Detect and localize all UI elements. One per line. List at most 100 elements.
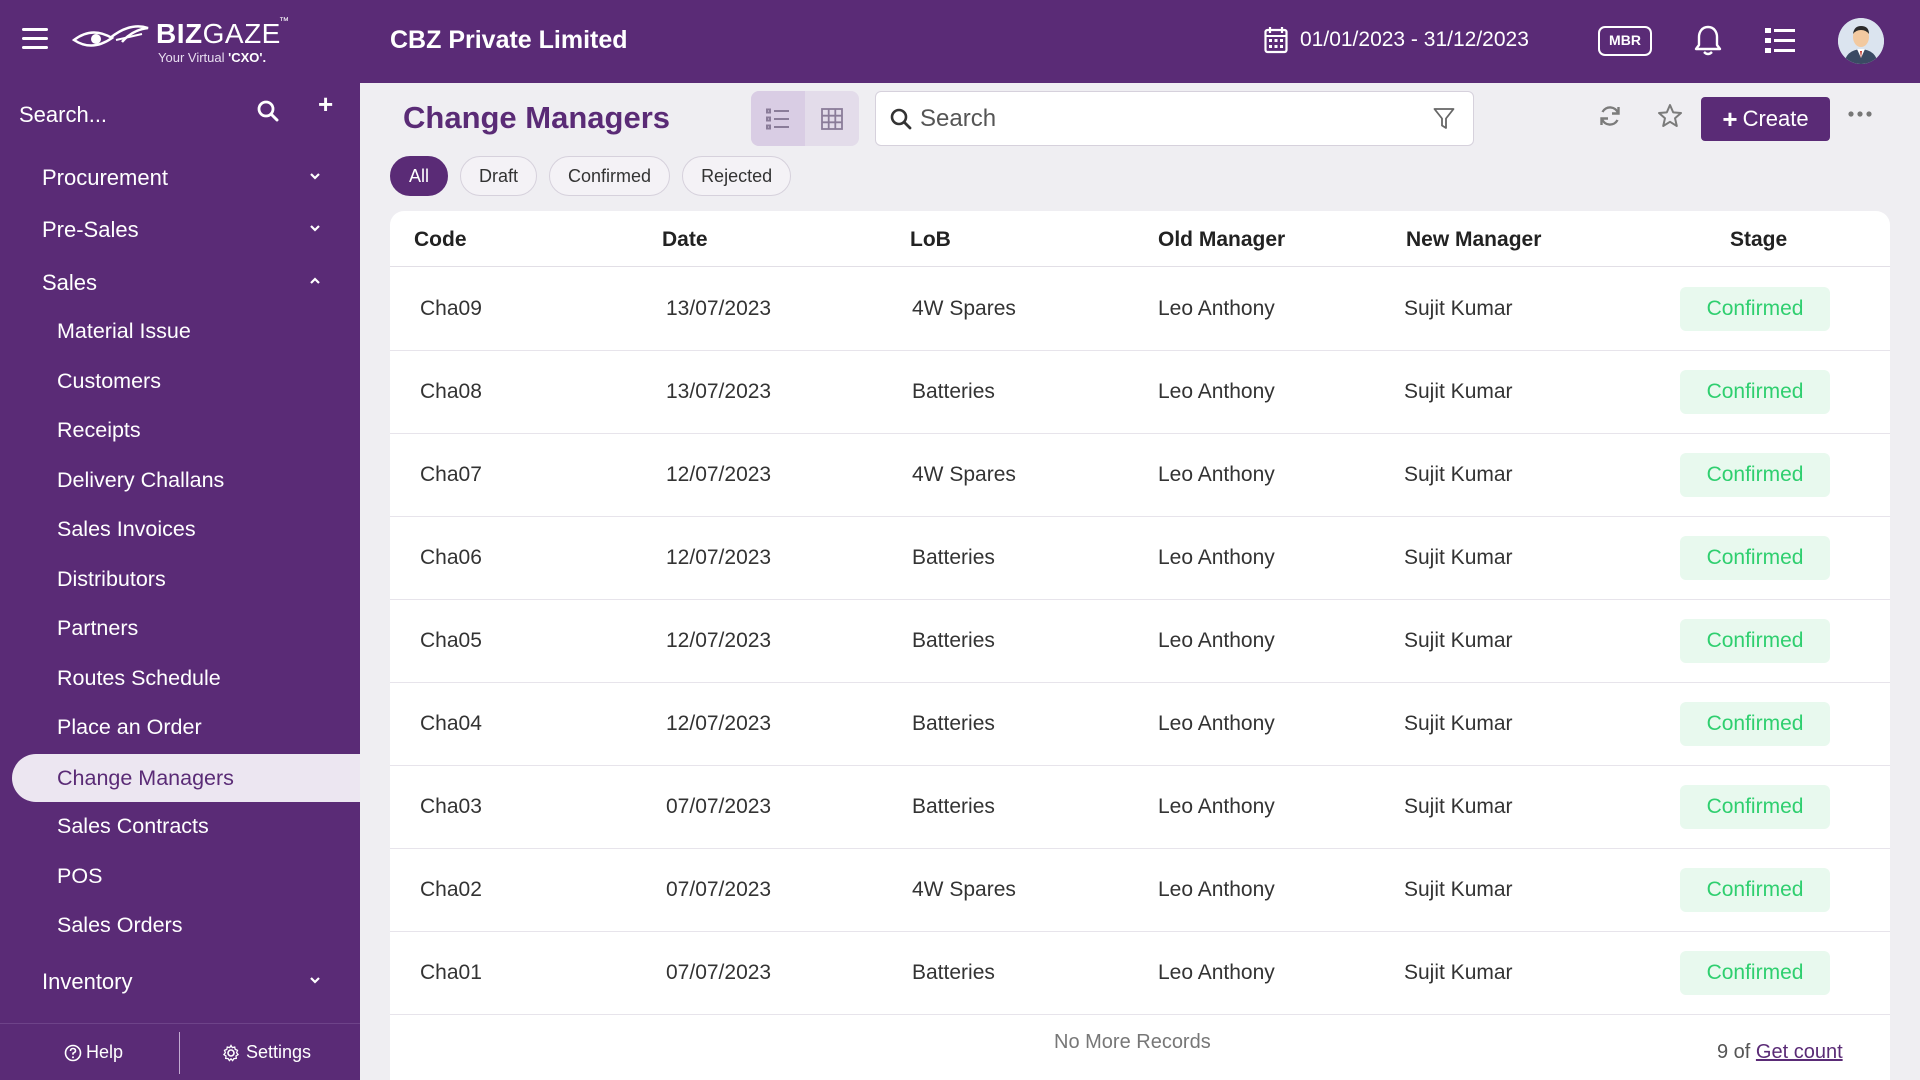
sidebar-item-routes-schedule[interactable]: Routes Schedule [57, 666, 221, 690]
sidebar-item-sales-invoices[interactable]: Sales Invoices [57, 517, 196, 541]
status-badge: Confirmed [1680, 287, 1830, 331]
table-row[interactable]: Cha09 13/07/2023 4W Spares Leo Anthony S… [390, 268, 1890, 351]
column-header-stage[interactable]: Stage [1730, 228, 1788, 251]
filter-chip-draft[interactable]: Draft [460, 156, 538, 196]
sidebar-group-sales[interactable]: Sales [42, 270, 342, 296]
search-box [875, 91, 1474, 146]
filter-chip-rejected[interactable]: Rejected [682, 156, 792, 196]
list-icon[interactable] [1765, 27, 1795, 55]
sidebar-item-material-issue[interactable]: Material Issue [57, 319, 191, 343]
question-icon [64, 1044, 82, 1061]
cell-lob: 4W Spares [912, 463, 1016, 486]
star-icon[interactable] [1657, 103, 1683, 129]
status-badge: Confirmed [1680, 868, 1830, 912]
cell-date: 13/07/2023 [666, 297, 772, 320]
bell-icon[interactable] [1694, 24, 1722, 56]
table-header: Code Date LoB Old Manager New Manager St… [390, 211, 1890, 267]
sidebar-item-receipts[interactable]: Receipts [57, 418, 141, 442]
cell-lob: Batteries [912, 629, 995, 652]
cell-code: Cha04 [420, 712, 482, 735]
cell-old-manager: Leo Anthony [1158, 463, 1275, 486]
table-row[interactable]: Cha06 12/07/2023 Batteries Leo Anthony S… [390, 517, 1890, 600]
filter-chip-all[interactable]: All [390, 156, 449, 196]
cell-code: Cha07 [420, 463, 482, 486]
sidebar-item-distributors[interactable]: Distributors [57, 567, 166, 591]
sidebar-footer: Help Settings [0, 1023, 360, 1080]
sidebar-item-sales-orders[interactable]: Sales Orders [57, 913, 183, 937]
status-badge: Confirmed [1680, 619, 1830, 663]
mbr-button[interactable]: MBR [1598, 26, 1652, 56]
sidebar-group-inventory[interactable]: Inventory [42, 969, 342, 995]
cell-new-manager: Sujit Kumar [1404, 297, 1513, 320]
help-link[interactable]: Help [64, 1042, 123, 1063]
column-header-date[interactable]: Date [662, 228, 708, 251]
sidebar-item-delivery-challans[interactable]: Delivery Challans [57, 468, 225, 492]
chevron-down-icon [310, 173, 320, 180]
status-badge: Confirmed [1680, 702, 1830, 746]
change-managers-table: Code Date LoB Old Manager New Manager St… [390, 211, 1890, 1080]
logo-wordmark: BIZGAZE [156, 18, 281, 49]
column-header-new-manager[interactable]: New Manager [1406, 228, 1542, 251]
grid-view-button[interactable] [805, 91, 859, 146]
sidebar-item-sales-contracts[interactable]: Sales Contracts [57, 814, 209, 838]
column-header-lob[interactable]: LoB [910, 228, 951, 251]
sidebar-search[interactable]: Search... [19, 92, 319, 138]
cell-date: 07/07/2023 [666, 961, 772, 984]
table-row[interactable]: Cha01 07/07/2023 Batteries Leo Anthony S… [390, 932, 1890, 1015]
column-header-code[interactable]: Code [414, 228, 467, 251]
chevron-up-icon [310, 277, 320, 284]
cell-code: Cha09 [420, 297, 482, 320]
sidebar-item-label: Change Managers [57, 766, 234, 790]
user-avatar[interactable] [1838, 18, 1884, 64]
refresh-icon[interactable] [1598, 104, 1622, 128]
company-name[interactable]: CBZ Private Limited [390, 26, 628, 54]
table-row[interactable]: Cha05 12/07/2023 Batteries Leo Anthony S… [390, 600, 1890, 683]
table-row[interactable]: Cha02 07/07/2023 4W Spares Leo Anthony S… [390, 849, 1890, 932]
table-row[interactable]: Cha07 12/07/2023 4W Spares Leo Anthony S… [390, 434, 1890, 517]
sidebar-add-button[interactable]: + [318, 89, 334, 119]
cell-new-manager: Sujit Kumar [1404, 380, 1513, 403]
search-icon[interactable] [257, 100, 279, 122]
table-row[interactable]: Cha03 07/07/2023 Batteries Leo Anthony S… [390, 766, 1890, 849]
chevron-down-icon [310, 225, 320, 232]
get-count-link[interactable]: Get count [1755, 1041, 1843, 1063]
cell-date: 12/07/2023 [666, 712, 772, 735]
create-label: Create [1742, 106, 1809, 131]
stage-filter-chips: All Draft Confirmed Rejected [390, 156, 803, 196]
status-badge: Confirmed [1680, 370, 1830, 414]
sidebar-item-customers[interactable]: Customers [57, 369, 161, 393]
list-view-button[interactable] [751, 91, 805, 146]
cell-old-manager: Leo Anthony [1158, 546, 1275, 569]
cell-lob: Batteries [912, 961, 995, 984]
cell-code: Cha03 [420, 795, 482, 818]
biz-gaze-logo[interactable]: BIZGAZE ™ Your Virtual 'CXO'. [72, 16, 292, 66]
hamburger-icon[interactable] [22, 28, 48, 52]
calendar-icon [1264, 27, 1288, 54]
column-header-old-manager[interactable]: Old Manager [1158, 228, 1286, 251]
sidebar-item-pos[interactable]: POS [57, 864, 103, 888]
settings-link[interactable]: Settings [222, 1042, 311, 1063]
more-icon[interactable] [1848, 110, 1872, 118]
filter-icon[interactable] [1433, 107, 1455, 131]
top-bar: BIZGAZE ™ Your Virtual 'CXO'. CBZ Privat… [0, 0, 1920, 83]
page-title: Change Managers [403, 100, 671, 135]
sidebar-item-change-managers[interactable]: Change Managers [12, 754, 360, 802]
sidebar-group-pre-sales[interactable]: Pre-Sales [42, 217, 342, 243]
table-row[interactable]: Cha04 12/07/2023 Batteries Leo Anthony S… [390, 683, 1890, 766]
search-input[interactable] [920, 102, 1400, 136]
gear-icon [222, 1043, 240, 1062]
create-button[interactable]: + Create [1701, 97, 1830, 141]
filter-chip-confirmed[interactable]: Confirmed [549, 156, 671, 196]
cell-code: Cha06 [420, 546, 482, 569]
cell-lob: 4W Spares [912, 878, 1016, 901]
sidebar-group-procurement[interactable]: Procurement [42, 165, 342, 191]
sidebar-item-place-an-order[interactable]: Place an Order [57, 715, 202, 739]
no-more-records: No More Records [1054, 1031, 1211, 1053]
cell-date: 12/07/2023 [666, 463, 772, 486]
sidebar-search-input[interactable]: Search... [19, 102, 108, 127]
sidebar-item-partners[interactable]: Partners [57, 616, 139, 640]
table-row[interactable]: Cha08 13/07/2023 Batteries Leo Anthony S… [390, 351, 1890, 434]
cell-lob: Batteries [912, 546, 995, 569]
sidebar-group-label: Sales [42, 270, 98, 295]
date-range-picker[interactable]: 01/01/2023 - 31/12/2023 [1264, 24, 1529, 56]
